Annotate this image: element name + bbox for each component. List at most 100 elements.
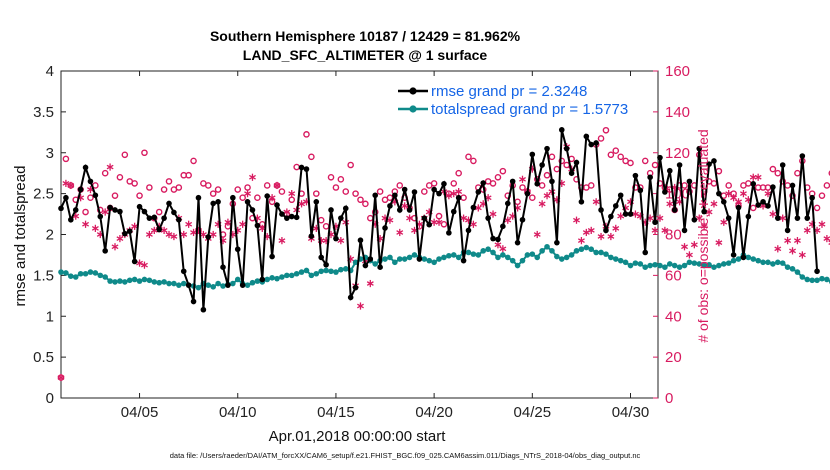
possible-obs-point [450, 180, 458, 187]
spread-point [696, 261, 703, 267]
evaluated-obs-stroke [587, 228, 595, 233]
spread-point [662, 264, 668, 271]
rmse-point [534, 181, 541, 187]
possible-obs-point [774, 169, 782, 177]
evaluated-obs-point [789, 247, 796, 255]
possible-obs-point [818, 192, 826, 199]
evaluated-obs-stroke [366, 281, 374, 286]
possible-obs-point [278, 188, 286, 195]
spread-point [284, 272, 290, 279]
spread-point [814, 277, 820, 284]
spread-point [529, 251, 536, 257]
rmse-point [509, 178, 516, 185]
spread-point [774, 259, 781, 266]
evaluated-obs-stroke [695, 215, 703, 221]
evaluated-obs-stroke [283, 209, 291, 215]
evaluated-obs-point [661, 226, 669, 235]
rmse-point [264, 193, 271, 199]
possible-obs-point [396, 182, 404, 189]
legend-rmse-label: rmse grand pr = 2.3248 [431, 83, 587, 100]
right-tick-label: 120 [665, 145, 690, 162]
evaluated-obs-stroke [199, 232, 207, 237]
spread-point [558, 256, 565, 262]
evaluated-obs-stroke [469, 221, 477, 227]
rmse-point [190, 298, 197, 305]
spread-point [68, 273, 74, 279]
evaluated-obs-stroke [666, 201, 674, 207]
rmse-point [622, 211, 629, 217]
spread-point [652, 261, 658, 268]
spread-point [554, 253, 560, 260]
rmse-point [603, 227, 609, 234]
spread-point [706, 261, 712, 268]
spread-point [269, 275, 275, 281]
evaluated-obs-point [582, 228, 590, 237]
evaluated-obs-point [111, 243, 119, 251]
evaluated-obs-stroke [631, 211, 639, 217]
tick-marks [61, 70, 658, 399]
evaluated-obs-stroke [445, 193, 453, 199]
rmse-point [239, 282, 246, 288]
rmse-point [804, 215, 811, 221]
spread-point [770, 261, 776, 267]
right-tick-label: 60 [665, 267, 682, 284]
spread-point [180, 280, 187, 287]
rmse-point [254, 222, 261, 229]
spread-point [156, 279, 162, 286]
evaluated-obs-stroke [357, 303, 364, 309]
spread-point [141, 276, 148, 283]
evaluated-obs-point [401, 202, 409, 210]
possible-obs-point [136, 192, 143, 199]
evaluated-obs-point [273, 181, 281, 190]
rmse-point [755, 202, 761, 208]
rmse-series [58, 127, 820, 313]
possible-obs-point [386, 194, 394, 202]
spread-point [303, 267, 310, 274]
spread-point [735, 256, 742, 262]
evaluated-obs-point [779, 214, 787, 222]
possible-obs-point [587, 182, 595, 189]
rmse-point [195, 194, 202, 201]
rmse-point [396, 207, 403, 213]
rmse-point [774, 215, 781, 221]
spread-point [465, 249, 472, 256]
possible-obs-point [352, 190, 359, 197]
evaluated-obs-point [769, 210, 777, 218]
spread-point [230, 280, 236, 287]
spread-point [789, 266, 796, 272]
possible-obs-point [111, 192, 119, 199]
evaluated-obs-stroke [180, 232, 188, 237]
evaluated-obs-stroke [160, 228, 168, 233]
evaluated-obs-point [298, 200, 306, 208]
rmse-point [377, 264, 383, 271]
evaluated-obs-stroke [460, 215, 468, 221]
rmse-point [446, 230, 452, 236]
spread-point [436, 256, 442, 262]
evaluated-obs-point [170, 232, 178, 241]
right-tick-label: 80 [665, 227, 682, 244]
spread-point [480, 248, 487, 254]
evaluated-obs-stroke [519, 176, 526, 182]
rmse-point [161, 215, 167, 221]
evaluated-obs-stroke [57, 375, 65, 380]
evaluated-obs-point [396, 228, 404, 237]
rmse-point [225, 282, 231, 288]
rmse-point [176, 216, 182, 223]
rmse-point [691, 216, 698, 223]
spread-series [58, 243, 830, 291]
possible-obs-point [602, 126, 610, 134]
rmse-point [485, 215, 491, 221]
rmse-point [681, 227, 688, 234]
evaluated-obs-stroke [612, 226, 620, 231]
spread-point [765, 259, 771, 266]
x-tick-label: 04/15 [317, 404, 355, 421]
evaluated-obs-stroke [145, 232, 153, 237]
rmse-point [583, 133, 590, 140]
rmse-point [342, 205, 349, 212]
rmse-point [372, 192, 379, 199]
rmse-point [519, 216, 526, 223]
possible-obs-point [529, 194, 536, 202]
rmse-point [647, 174, 653, 181]
rmse-point [352, 284, 359, 291]
